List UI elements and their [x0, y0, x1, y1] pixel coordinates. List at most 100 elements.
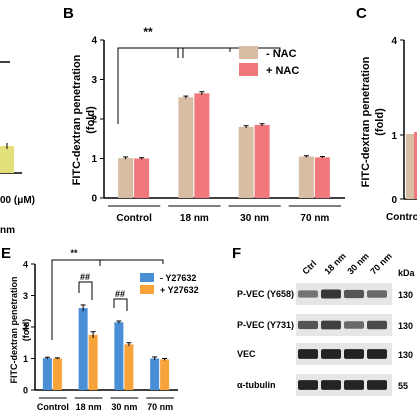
- panel-b-ylabel-line2: (fold): [85, 106, 97, 134]
- panel-a-fragment: 00 (μM) nm: [0, 61, 35, 236]
- panel-e-bar: [78, 308, 88, 390]
- panel-e-ytick-label: 1: [23, 354, 28, 364]
- panel-f-row-kda: 130: [398, 321, 413, 331]
- panel-f-band: [344, 321, 364, 329]
- panel-f-lane-label: 30 nm: [345, 251, 370, 276]
- panel-b-bracket-span: [178, 47, 281, 52]
- panel-e-ytick-label: 3: [23, 291, 28, 301]
- panel-a-axis-fragment: nm: [0, 225, 15, 236]
- panel-c-letter: C: [356, 5, 367, 22]
- panel-b-bar: [254, 124, 270, 198]
- panel-b-bar: [238, 126, 254, 198]
- panel-e-ylabel-line2: (fold): [21, 319, 31, 342]
- panel-c-bar-2: [414, 132, 417, 199]
- panel-e-xtick-label: 70 nm: [147, 402, 173, 412]
- panel-e-sig-30nm: ##: [115, 289, 125, 299]
- panel-f-lane-label: Ctrl: [300, 258, 318, 276]
- panel-e-xtick-label: 18 nm: [76, 402, 102, 412]
- panel-f-row-label: P-VEC (Y731): [237, 320, 294, 330]
- panel-e-ylabel: FITC-dextran penetration (fold): [9, 276, 31, 383]
- panel-f-band: [367, 349, 387, 359]
- panel-e-xtick-label: Control: [37, 402, 69, 412]
- panel-b-letter: B: [63, 5, 74, 22]
- panel-b-bar: [298, 156, 314, 198]
- panel-e-sig-18nm: ##: [80, 272, 90, 282]
- panel-f-band: [321, 349, 341, 359]
- panel-e-letter: E: [1, 245, 11, 262]
- panel-b-ylabel-line1: FITC-dextran penetration: [71, 54, 83, 185]
- panel-e-legend-swatch-minus: [140, 273, 154, 282]
- panel-f-row-kda: 130: [398, 290, 413, 300]
- panel-f-band: [321, 289, 341, 299]
- panel-b-bar: [314, 157, 330, 198]
- panel-c-ylabel-line1: FITC-dextran penetration: [360, 56, 372, 187]
- panel-f-band: [367, 320, 387, 330]
- panel-b-ytick-label: 2: [91, 115, 97, 126]
- panel-f-row-label: VEC: [237, 349, 256, 359]
- panel-e-legend: - Y27632 + Y27632: [140, 273, 199, 295]
- panel-b-legend: - NAC + NAC: [239, 46, 299, 77]
- panel-b-bar: [118, 158, 134, 198]
- panel-f-lane-label: 70 nm: [368, 251, 393, 276]
- panel-f-band: [298, 380, 318, 390]
- panel-c-tick-label-0: 0: [391, 195, 397, 206]
- panel-e-bar: [52, 358, 62, 390]
- panel-b-bracket: [117, 47, 184, 124]
- panel-f-letter: F: [232, 245, 241, 262]
- panel-b-ytick-label: 3: [91, 75, 97, 86]
- panel-c-tick-label-4: 4: [391, 36, 397, 47]
- panel-b-sig-label: **: [143, 25, 153, 39]
- panel-e-bar: [150, 358, 160, 390]
- panel-b-ylabel: FITC-dextran penetration (fold): [71, 54, 97, 185]
- panel-f-band: [344, 289, 364, 299]
- panel-e-bar: [124, 344, 134, 390]
- panel-f-row-label: P-VEC (Y658): [237, 289, 294, 299]
- panel-b-legend-label-minus: - NAC: [266, 48, 297, 60]
- panel-e-bracket-18nm: [78, 281, 93, 300]
- panel-e-legend-label-plus: + Y27632: [160, 285, 199, 295]
- panel-b-bar: [134, 158, 150, 198]
- panel-e-legend-swatch-plus: [140, 285, 154, 294]
- panel-b-ytick-label: 4: [91, 36, 97, 47]
- panel-e-chart: E FITC-dextran penetration (fold) 01234 …: [1, 245, 199, 412]
- panel-c-xtick: Contro: [386, 212, 417, 223]
- panel-a-unit-label: 00 (μM): [0, 195, 35, 206]
- panel-f-band: [344, 349, 364, 359]
- panel-c-ylabel: FITC-dextran penetration (fold): [360, 56, 386, 187]
- panel-f-row-label: α-tubulin: [237, 380, 276, 390]
- panel-b-ytick-label: 0: [91, 194, 97, 205]
- panel-f-band: [298, 349, 318, 359]
- panel-e-bar: [160, 359, 170, 390]
- panel-f-band: [321, 320, 341, 330]
- panel-b-legend-label-plus: + NAC: [266, 65, 299, 77]
- panel-f-lane-label: 18 nm: [322, 251, 347, 276]
- panel-f-band: [344, 380, 364, 390]
- panel-c-fragment: C FITC-dextran penetration (fold) 4 1 0 …: [356, 5, 417, 223]
- panel-f-kda-header: kDa: [398, 268, 416, 278]
- panel-b-legend-swatch-minus: [239, 46, 258, 59]
- panel-e-significance: ** ## ##: [51, 248, 164, 340]
- panel-b-xtick-label: Control: [116, 213, 152, 224]
- panel-f-band: [321, 380, 341, 390]
- panel-b-xtick-label: 70 nm: [300, 213, 329, 224]
- panel-e-ylabel-line1: FITC-dextran penetration: [9, 276, 19, 383]
- panel-e-bar: [88, 334, 98, 390]
- panel-f-band: [367, 290, 387, 298]
- panel-e-ytick-label: 0: [23, 386, 28, 396]
- panel-c-tick-label-1: 1: [391, 131, 397, 142]
- panel-b-legend-swatch-plus: [239, 63, 258, 76]
- panel-e-ytick-label: 4: [23, 260, 28, 270]
- panel-b-bar: [194, 93, 210, 198]
- panel-c-ylabel-line2: (fold): [374, 108, 386, 136]
- panel-f-band: [298, 320, 318, 330]
- panel-f-band: [298, 290, 318, 298]
- panel-e-bracket-main: [51, 259, 164, 340]
- panel-a-bar: [0, 146, 14, 173]
- panel-e-ytick-label: 2: [23, 323, 28, 333]
- panel-b-chart: B FITC-dextran penetration (fold) 01234 …: [63, 5, 345, 224]
- panel-e-legend-label-minus: - Y27632: [160, 273, 196, 283]
- panel-b-bar: [178, 97, 194, 198]
- panel-e-bar: [114, 322, 124, 390]
